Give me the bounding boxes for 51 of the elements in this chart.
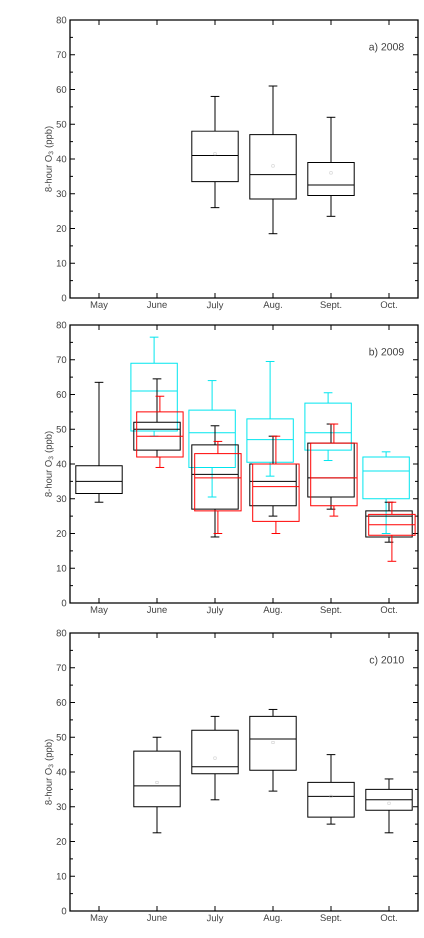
y-tick-label: 40	[56, 156, 66, 162]
y-tick-label: 30	[56, 190, 66, 198]
x-tick-label: Aug.	[263, 606, 282, 615]
x-tick-label: Aug.	[263, 914, 282, 923]
y-tick-label: 10	[56, 260, 66, 267]
y-tick-label: 0	[62, 908, 66, 914]
y-tick-label: 60	[56, 391, 66, 398]
annotation: c) 2010	[370, 656, 404, 666]
y-tick-label: 50	[56, 120, 66, 128]
y-axis-title: 8-hour O$_{3}$ (ppb)	[44, 126, 54, 192]
y-tick-label: 50	[56, 426, 66, 433]
y-tick-label: 30	[56, 495, 66, 502]
y-tick-label: 70	[56, 356, 66, 364]
annotation: b) 2009	[369, 348, 404, 358]
annotation: a) 2008	[369, 42, 404, 53]
y-tick-label: 40	[56, 460, 66, 468]
y-tick-label: 60	[56, 86, 66, 93]
x-tick-label: June	[146, 606, 167, 613]
y-tick-label: 80	[56, 16, 66, 24]
y-tick-label: 30	[56, 803, 66, 810]
y-tick-label: 40	[56, 768, 66, 776]
x-tick-label: May	[90, 606, 108, 615]
x-tick-label: Oct.	[380, 301, 397, 308]
y-tick-label: 70	[56, 664, 66, 672]
y-tick-label: 20	[56, 838, 66, 845]
y-tick-label: 80	[56, 322, 66, 328]
x-tick-label: July	[206, 301, 224, 310]
y-tick-label: 0	[62, 600, 66, 606]
x-tick-label: Sept.	[320, 914, 342, 923]
y-tick-label: 70	[56, 51, 66, 58]
y-tick-label: 20	[56, 530, 66, 537]
x-tick-label: June	[146, 914, 167, 921]
y-tick-label: 50	[56, 734, 66, 741]
x-tick-label: Oct.	[380, 606, 397, 614]
x-tick-label: Aug.	[263, 301, 282, 310]
x-tick-label: Sept.	[320, 301, 342, 310]
y-tick-label: 10	[56, 564, 66, 572]
x-tick-label: May	[90, 301, 108, 310]
x-tick-label: Oct.	[380, 914, 397, 922]
y-tick-label: 20	[56, 225, 66, 232]
y-tick-label: 0	[62, 294, 66, 302]
y-tick-label: 60	[56, 699, 66, 706]
y-axis-title: 8-hour O$_{3}$ (ppb)	[44, 431, 54, 497]
x-tick-label: July	[206, 606, 224, 616]
x-tick-label: July	[206, 914, 224, 924]
y-tick-label: 10	[56, 872, 66, 880]
x-tick-label: Sept.	[320, 606, 342, 615]
y-tick-label: 80	[56, 630, 66, 636]
x-tick-label: May	[90, 914, 108, 923]
y-axis-title: 8-hour O$_{3}$ (ppb)	[44, 739, 54, 805]
x-tick-label: June	[146, 301, 167, 308]
